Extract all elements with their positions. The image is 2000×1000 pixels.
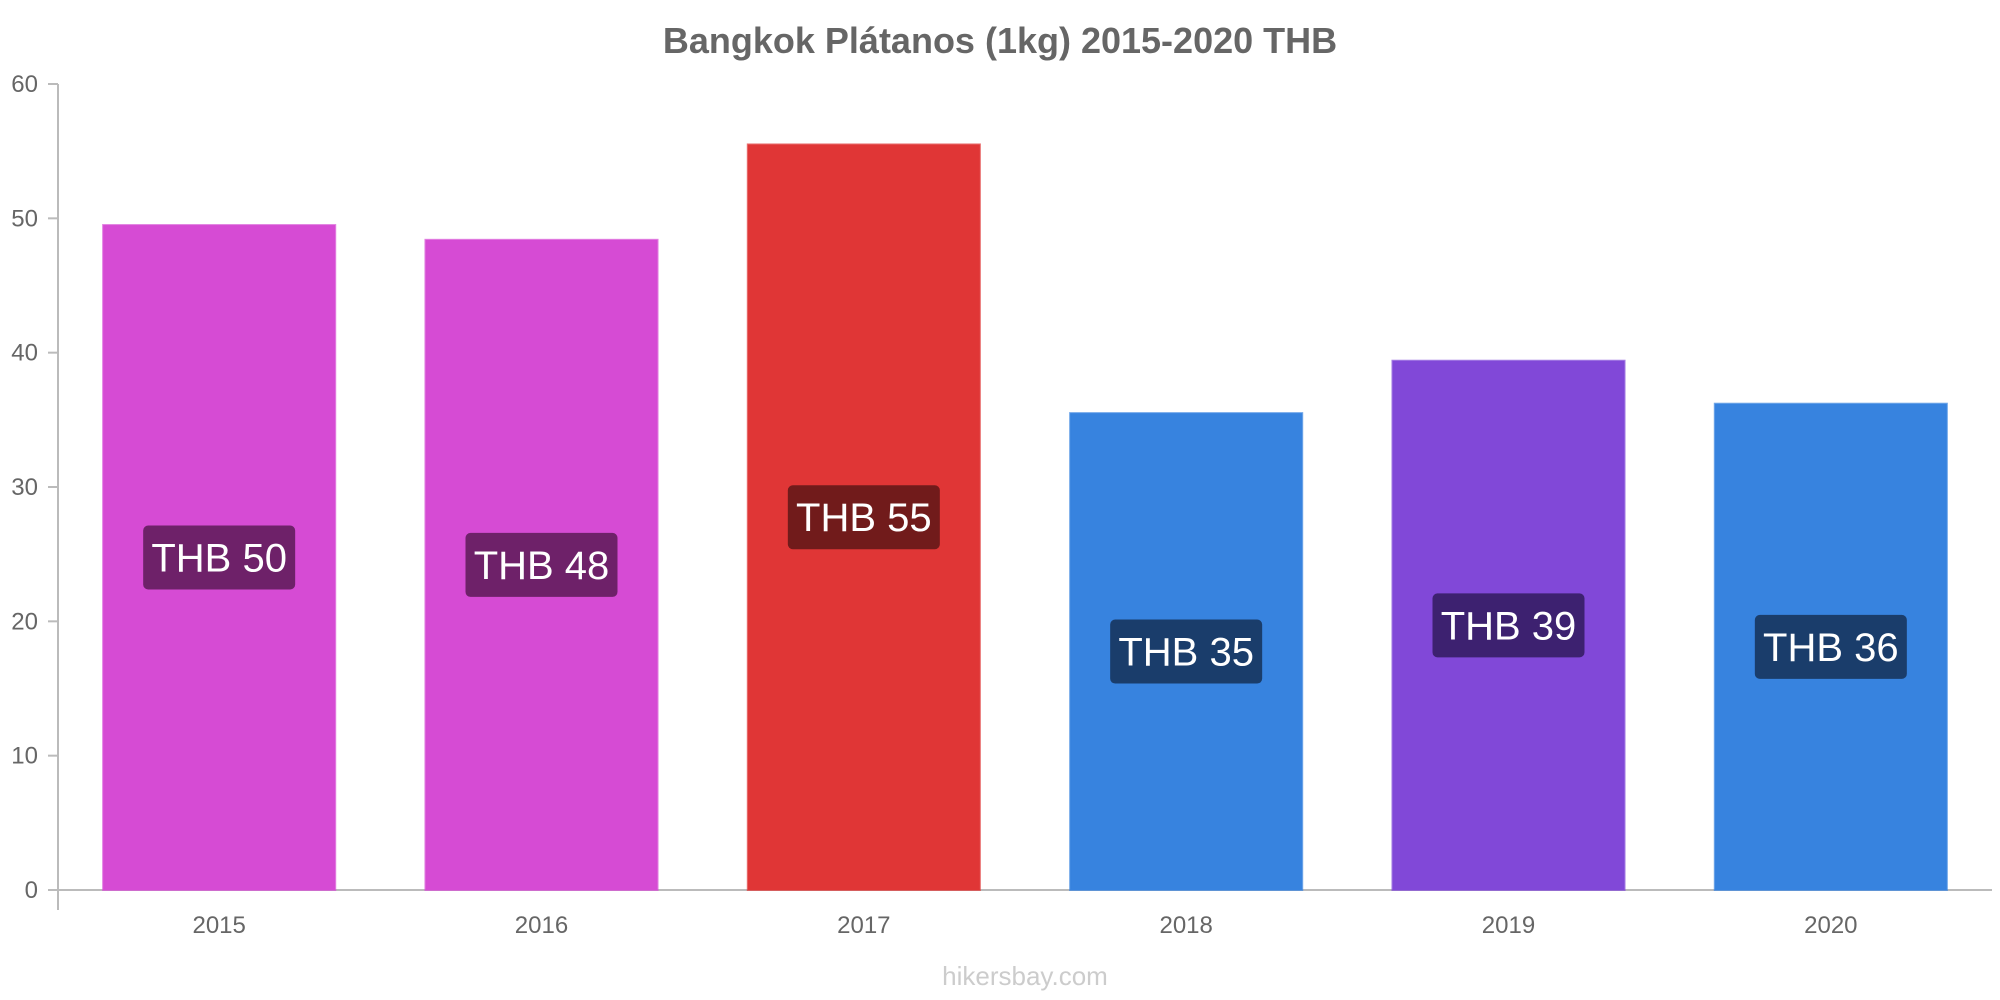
x-tick-label: 2020 — [1804, 912, 1857, 939]
data-label-box — [1754, 614, 1907, 679]
data-label-box — [465, 532, 618, 597]
x-tick-label: 2018 — [1159, 912, 1212, 939]
y-tick-label: 10 — [11, 743, 38, 770]
y-tick-label: 40 — [11, 340, 38, 367]
bars — [102, 143, 1948, 892]
data-label-box — [1432, 593, 1585, 658]
data-label-box — [787, 485, 940, 550]
bar-2019 — [1391, 359, 1626, 891]
y-tick-label: 30 — [11, 474, 38, 501]
x-tick-label: 2015 — [192, 912, 245, 939]
x-tick-label: 2019 — [1482, 912, 1535, 939]
data-label-box — [143, 525, 296, 590]
y-tick-label: 0 — [25, 877, 38, 904]
data-label: THB 48 — [474, 544, 610, 588]
data-label: THB 36 — [1763, 626, 1899, 670]
y-tick-label: 60 — [11, 71, 38, 98]
data-label: THB 55 — [796, 496, 932, 540]
data-label: THB 50 — [151, 537, 287, 581]
data-label: THB 35 — [1118, 631, 1254, 675]
x-tick-label: 2017 — [837, 912, 890, 939]
y-tick-label: 50 — [11, 205, 38, 232]
watermark: hikersbay.com — [942, 961, 1108, 991]
chart-title: Bangkok Plátanos (1kg) 2015-2020 THB — [663, 20, 1337, 61]
y-tick-label: 20 — [11, 608, 38, 635]
data-label-box — [1110, 619, 1263, 684]
bar-2015 — [102, 224, 337, 892]
data-labels: THB 50 THB 48 THB 55 THB 35 THB 39 THB 36 — [143, 485, 1907, 684]
x-axis: 2015 2016 2017 2018 2019 2020 — [58, 889, 1992, 939]
y-axis: 0 10 20 30 40 50 60 — [11, 71, 59, 910]
data-label: THB 39 — [1441, 604, 1577, 648]
x-tick-label: 2016 — [515, 912, 568, 939]
